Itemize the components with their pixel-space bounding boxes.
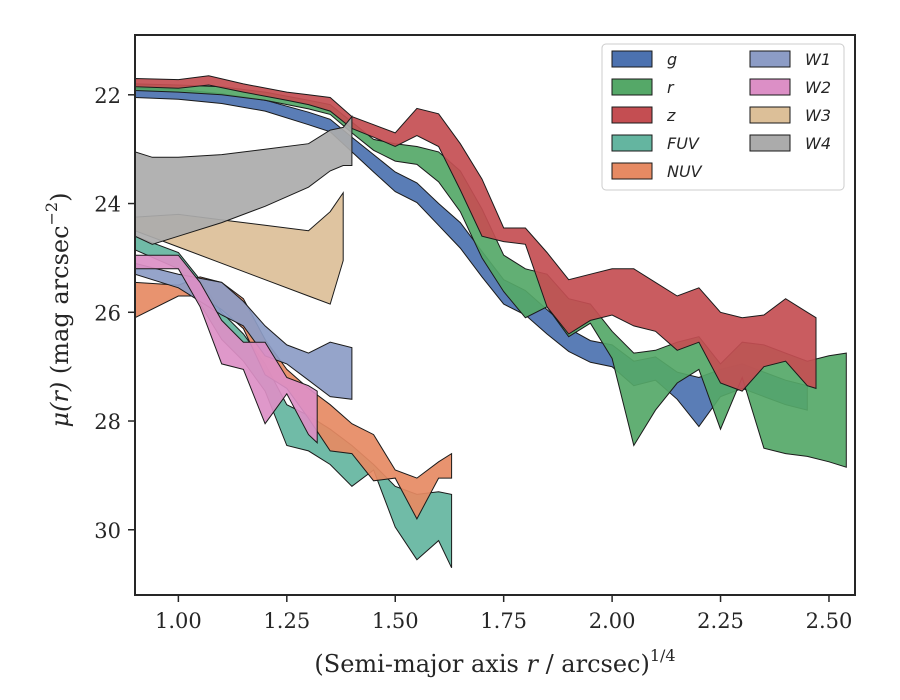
legend-label-nuv: NUV [667,162,703,181]
legend-swatch-nuv [611,162,653,180]
band-r [135,83,847,468]
legend-swatch-w1 [749,50,791,68]
band-w1 [135,262,353,400]
x-axis: 1.00 1.25 1.50 1.75 2.00 2.25 2.50 [155,595,852,633]
legend-swatch-g [611,50,653,68]
y-axis: 22 24 26 28 30 [94,84,135,543]
y-axis-title: μ(r) (mag arcsec−2) [42,193,74,428]
band-w4 [135,115,353,245]
legend-swatch-r [611,78,653,96]
legend: grz FUV NUV W1 W2 W3 W4 [601,43,845,191]
x-tick-label: 1.00 [155,609,202,633]
legend-label-w3: W3 [805,106,831,125]
legend-swatch-fuv [611,134,653,152]
band-layer [135,75,847,569]
band-z [135,75,817,392]
legend-swatch-w2 [749,78,791,96]
x-tick-label: 1.50 [372,609,419,633]
legend-swatch-w3 [749,106,791,124]
y-tick-label: 24 [94,193,121,217]
x-tick-label: 2.00 [589,609,636,633]
legend-label-w4: W4 [805,134,831,153]
legend-label-r: r [667,78,675,97]
legend-label-g: g [667,50,677,69]
legend-swatch-w4 [749,134,791,152]
legend-label-z: z [666,106,676,125]
x-tick-label: 2.50 [806,609,853,633]
legend-label-w1: W1 [805,50,831,69]
x-tick-label: 2.25 [697,609,744,633]
legend-label-w2: W2 [805,78,831,97]
y-tick-label: 22 [94,84,121,108]
y-tick-label: 30 [94,519,121,543]
x-tick-label: 1.25 [263,609,310,633]
band-w2 [135,254,318,444]
y-tick-label: 26 [94,301,121,325]
x-axis-title: (Semi-major axis r / arcsec)1/4 [314,646,675,678]
plot-frame [134,34,856,596]
y-tick-label: 28 [94,410,121,434]
legend-label-fuv: FUV [667,134,700,153]
legend-swatch-z [611,106,653,124]
x-tick-label: 1.75 [480,609,527,633]
